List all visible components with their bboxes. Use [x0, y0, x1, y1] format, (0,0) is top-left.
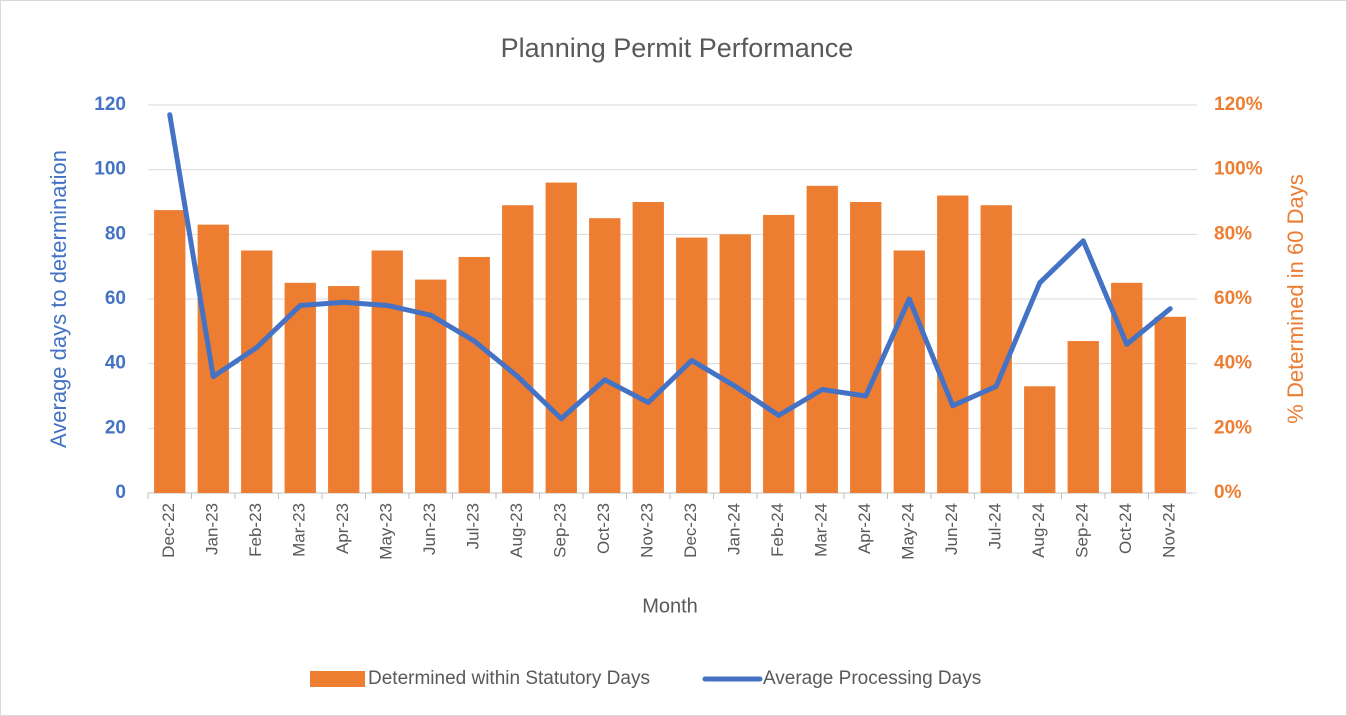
x-tick-label: Jul-24 [986, 503, 1005, 549]
x-tick-label: Aug-24 [1029, 503, 1048, 558]
x-tick-label: Nov-24 [1160, 503, 1179, 558]
x-tick-label: Dec-22 [159, 503, 178, 558]
bar [632, 202, 664, 493]
x-tick-label: Oct-23 [594, 503, 613, 554]
bar [937, 195, 969, 494]
bar [806, 185, 838, 494]
bar [154, 210, 186, 494]
y2-tick-label: 20% [1214, 417, 1252, 438]
x-tick-label: Feb-23 [246, 503, 265, 557]
bar [763, 214, 795, 493]
x-tick-label: Sep-23 [551, 503, 570, 558]
y2-tick-label: 80% [1214, 223, 1252, 244]
y2-tick-label: 60% [1214, 288, 1252, 309]
bar [545, 182, 577, 493]
x-tick-label: Dec-23 [681, 503, 700, 558]
bar [458, 256, 490, 493]
y-tick-label: 0 [115, 482, 126, 503]
bar [980, 205, 1012, 493]
y-tick-label: 40 [105, 353, 126, 374]
bar [589, 218, 621, 493]
bar [241, 250, 273, 493]
x-tick-label: Jun-23 [420, 503, 439, 555]
y-tick-label: 80 [105, 223, 126, 244]
legend-swatch [310, 671, 365, 687]
bar [719, 234, 751, 494]
bar [1154, 316, 1186, 493]
x-tick-label: Apr-23 [333, 503, 352, 554]
bar [197, 224, 229, 493]
y2-tick-label: 40% [1214, 353, 1252, 374]
x-tick-label: Mar-23 [290, 503, 309, 557]
x-tick-label: Apr-24 [855, 503, 874, 554]
x-tick-label: Aug-23 [507, 503, 526, 558]
y-tick-label: 20 [105, 417, 126, 438]
x-tick-label: Mar-24 [812, 503, 831, 557]
y-tick-label: 100 [94, 159, 126, 180]
x-tick-label: Oct-24 [1116, 503, 1135, 554]
x-tick-label: Jun-24 [942, 503, 961, 555]
x-tick-label: Jan-23 [203, 503, 222, 555]
y2-tick-label: 100% [1214, 159, 1263, 180]
line [167, 112, 1173, 422]
x-tick-label: May-23 [377, 503, 396, 560]
bar [502, 205, 534, 493]
x-tick-label: Sep-24 [1073, 503, 1092, 558]
y2-axis-title: % Determined in 60 Days [1283, 174, 1308, 423]
legend-label: Average Processing Days [763, 668, 981, 689]
bar [850, 202, 882, 493]
bar [328, 286, 360, 493]
x-tick-label: Jan-24 [725, 503, 744, 555]
legend-label: Determined within Statutory Days [368, 668, 650, 689]
chart-title: Planning Permit Performance [501, 33, 854, 63]
y-tick-label: 60 [105, 288, 126, 309]
y2-tick-label: 120% [1214, 94, 1263, 115]
y2-tick-label: 0% [1214, 482, 1242, 503]
bar [1067, 341, 1099, 493]
x-tick-label: May-24 [899, 503, 918, 560]
x-axis-title: Month [642, 595, 698, 617]
y-tick-label: 120 [94, 94, 126, 115]
bar [1024, 386, 1056, 493]
x-tick-label: Feb-24 [768, 503, 787, 557]
bar [371, 250, 403, 493]
bar [893, 250, 925, 493]
x-tick-label: Jul-23 [464, 503, 483, 549]
x-tick-label: Nov-23 [638, 503, 657, 558]
y-axis-title: Average days to determination [46, 150, 71, 448]
